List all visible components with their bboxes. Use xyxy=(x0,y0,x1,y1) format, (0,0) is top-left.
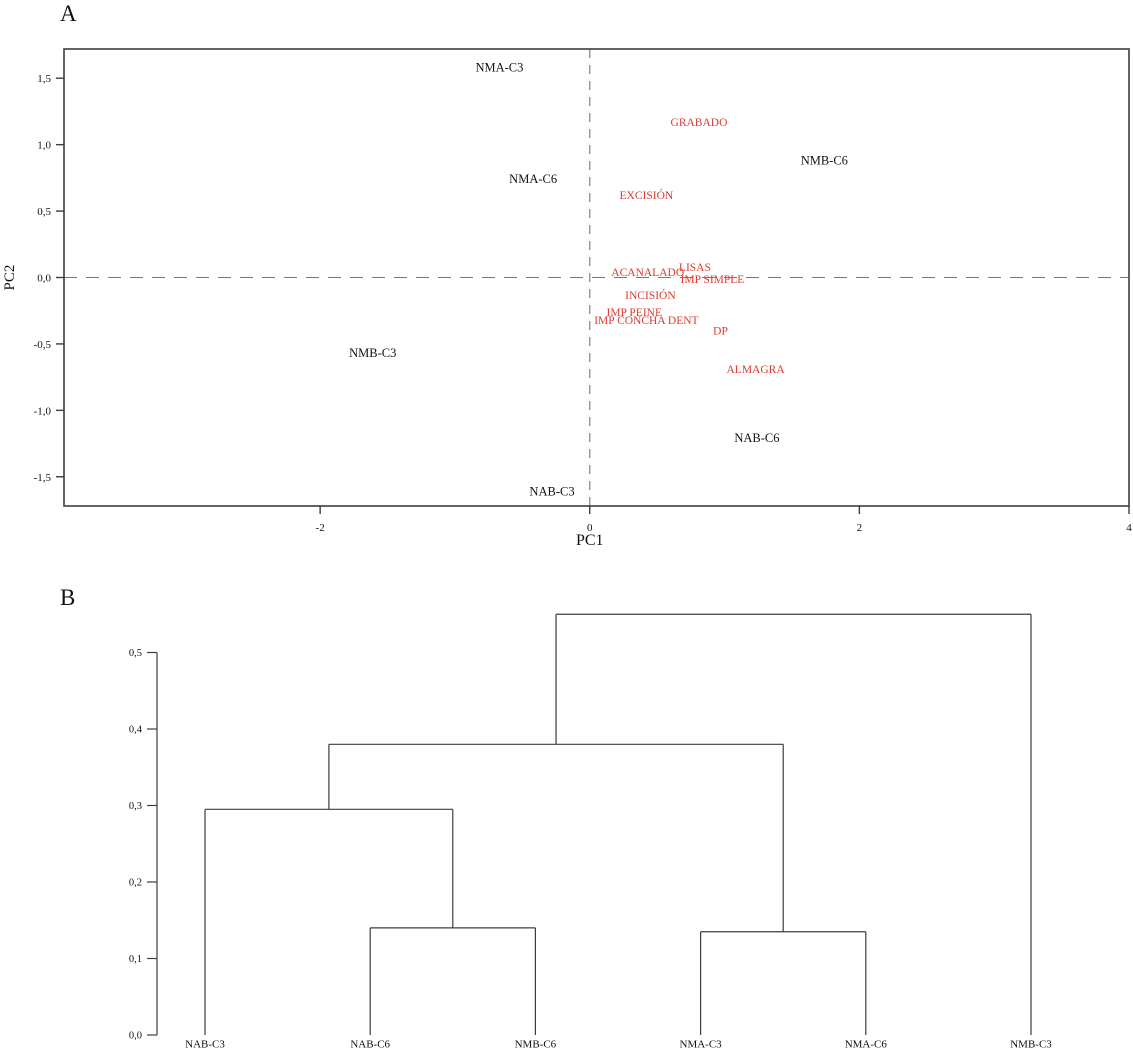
x-tick-label: 4 xyxy=(1126,522,1132,534)
leaf-label: NAB-C3 xyxy=(185,1039,225,1051)
leaf-label: NMA-C3 xyxy=(680,1039,723,1051)
y-axis-title: PC2 xyxy=(2,265,18,291)
x-axis-title: PC1 xyxy=(576,532,604,549)
sample-label: NAB-C3 xyxy=(529,484,574,498)
x-tick-label: 2 xyxy=(857,522,863,534)
variable-label: IMP CONCHA DENT xyxy=(594,315,698,327)
dendrogram-tick-label: 0,4 xyxy=(129,725,143,736)
sample-label: NMA-C3 xyxy=(475,61,523,75)
sample-label: NMA-C6 xyxy=(509,172,557,186)
y-tick-label: -0,5 xyxy=(34,339,52,351)
y-tick-label: -1,0 xyxy=(34,405,52,417)
variable-label: IMP PEINE xyxy=(607,307,662,319)
y-tick-label: 1,5 xyxy=(37,73,51,85)
variable-label: INCISIÓN xyxy=(625,288,676,302)
dendrogram-tick-label: 0,0 xyxy=(129,1031,142,1042)
dendrogram-tick-label: 0,2 xyxy=(129,878,142,889)
sample-label: NMB-C3 xyxy=(349,346,396,360)
dendrogram-panel: 0,5 0,4 0,3 0,2 0,1 0,0 NAB-C3 NAB-C6 NMB-C6 NMA-… xyxy=(129,613,1052,1051)
variable-label: ALMAGRA xyxy=(727,364,786,376)
x-tick-label: -2 xyxy=(316,522,325,534)
sample-label: NMB-C6 xyxy=(801,154,848,168)
variable-label: LISAS xyxy=(679,262,711,274)
sample-label: NAB-C6 xyxy=(734,431,779,445)
leaf-label: NMB-C6 xyxy=(515,1039,557,1051)
y-tick-label: 0,0 xyxy=(37,273,51,285)
dendrogram-tick-label: 0,3 xyxy=(129,801,142,812)
leaf-label: NMA-C6 xyxy=(845,1039,888,1051)
y-tick-label: 1,0 xyxy=(37,140,51,152)
variable-label: ACANALADO xyxy=(611,267,684,279)
panel-b-letter: B xyxy=(60,585,76,610)
y-tick-label: -1,5 xyxy=(34,472,52,484)
variable-label: IMP SIMPLE xyxy=(681,274,745,286)
x-tick-label: 0 xyxy=(587,522,593,534)
pca-biplot-panel: -2 0 2 4 1,5 1,0 0,5 0,0 -0,5 -1,0 -1,5 PC1 PC2 NMA-C… xyxy=(2,48,1132,549)
variable-label: EXCISIÓN xyxy=(620,188,674,202)
leaf-label: NMB-C3 xyxy=(1010,1039,1052,1051)
panel-a-letter: A xyxy=(60,1,77,26)
leaf-label: NAB-C6 xyxy=(350,1039,390,1051)
y-tick-label: 0,5 xyxy=(37,206,51,218)
variable-label: GRABADO xyxy=(671,117,728,129)
dendrogram-tick-label: 0,1 xyxy=(129,954,142,965)
variable-label: DP xyxy=(713,326,728,338)
dendrogram-tick-label: 0,5 xyxy=(129,648,142,659)
